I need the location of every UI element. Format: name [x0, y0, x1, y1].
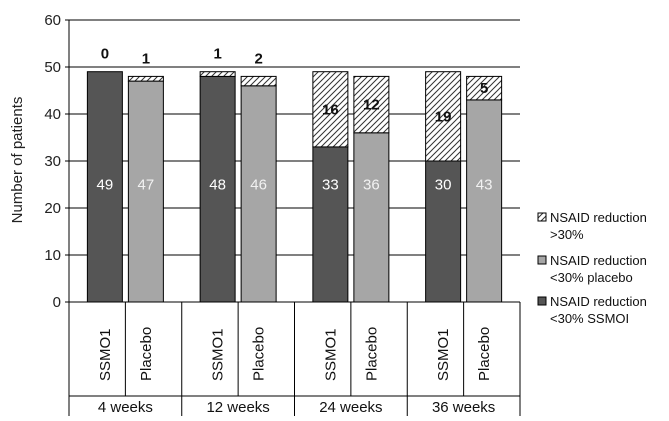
bar-segment-placebo	[240, 85, 277, 303]
bar-segment-placebo	[353, 132, 390, 303]
category-label: Placebo	[363, 327, 380, 381]
bar-segment-reduction	[312, 71, 349, 148]
category-label: Placebo	[476, 327, 493, 381]
bar-top-value-label: 19	[435, 108, 452, 125]
category-label: SSMO1	[97, 328, 114, 381]
bar-value-label: 46	[250, 177, 267, 194]
legend-label: <30% placebo	[550, 270, 633, 285]
bar-segment-ssmo1	[86, 71, 123, 303]
bar-top-value-label: 16	[322, 101, 339, 118]
bar-top-value-label: 5	[480, 80, 488, 97]
y-axis-label: Number of patients	[9, 97, 26, 224]
legend-label: <30% SSMOI	[550, 311, 629, 326]
legend-swatch	[537, 255, 547, 265]
legend-label: NSAID reduction	[550, 210, 647, 225]
bar-value-label: 47	[138, 177, 155, 194]
bar-segment-placebo	[466, 99, 503, 303]
bar-segment-reduction	[199, 71, 236, 77]
bars	[86, 71, 503, 303]
bar-value-label: 43	[476, 177, 493, 194]
legend-swatch	[537, 296, 547, 306]
bar-value-label: 30	[435, 177, 452, 194]
category-label: Placebo	[138, 327, 155, 381]
y-axis-ticks: 0 10 20 30 40 50 60	[44, 12, 70, 311]
legend-label: NSAID reduction	[550, 294, 647, 309]
bar-segment-reduction	[240, 75, 277, 87]
bar-top-value-label: 1	[142, 50, 150, 67]
bar-top-value-label: 2	[254, 50, 262, 67]
y-tick-label: 30	[44, 153, 61, 170]
y-tick-label: 50	[44, 59, 61, 76]
bar-value-label: 48	[209, 177, 226, 194]
bar-labels: 49 0 47 1 48 1 46 2 33 16 36 12 30 19 43 5	[97, 46, 493, 194]
bar-segment-reduction	[127, 75, 164, 82]
bar-value-label: 33	[322, 177, 339, 194]
bar-value-label: 36	[363, 177, 380, 194]
bar-segment-placebo	[127, 80, 164, 303]
group-label: 4 weeks	[98, 399, 153, 416]
group-label: 12 weeks	[206, 399, 269, 416]
legend-swatch	[537, 212, 547, 222]
bar-segment-ssmo1	[425, 160, 462, 303]
bar-top-value-label: 0	[101, 46, 109, 63]
y-tick-label: 40	[44, 106, 61, 123]
bar-segment-reduction	[466, 75, 503, 101]
group-label: 24 weeks	[319, 399, 382, 416]
bar-top-value-label: 12	[363, 97, 380, 114]
legend-label: NSAID reduction	[550, 253, 647, 268]
bar-segment-reduction	[425, 71, 462, 162]
y-tick-label: 60	[44, 12, 61, 29]
bar-value-label: 49	[97, 177, 114, 194]
bar-segment-ssmo1	[199, 75, 236, 303]
x-axis: SSMO1 Placebo SSMO1 Placebo SSMO1 Placebo SSMO…	[68, 301, 521, 416]
y-tick-label: 0	[53, 294, 61, 311]
legend-label: >30%	[550, 227, 584, 242]
bar-segment-ssmo1	[312, 146, 349, 303]
category-label: SSMO1	[435, 328, 452, 381]
y-tick-label: 20	[44, 200, 61, 217]
category-label: SSMO1	[322, 328, 339, 381]
bar-segment-reduction	[353, 75, 390, 134]
bar-top-value-label: 1	[213, 46, 221, 63]
y-tick-label: 10	[44, 247, 61, 264]
legend: NSAID reduction >30% NSAID reduction <30% p…	[537, 210, 647, 326]
category-label: Placebo	[251, 327, 268, 381]
group-label: 36 weeks	[432, 399, 495, 416]
category-label: SSMO1	[210, 328, 227, 381]
